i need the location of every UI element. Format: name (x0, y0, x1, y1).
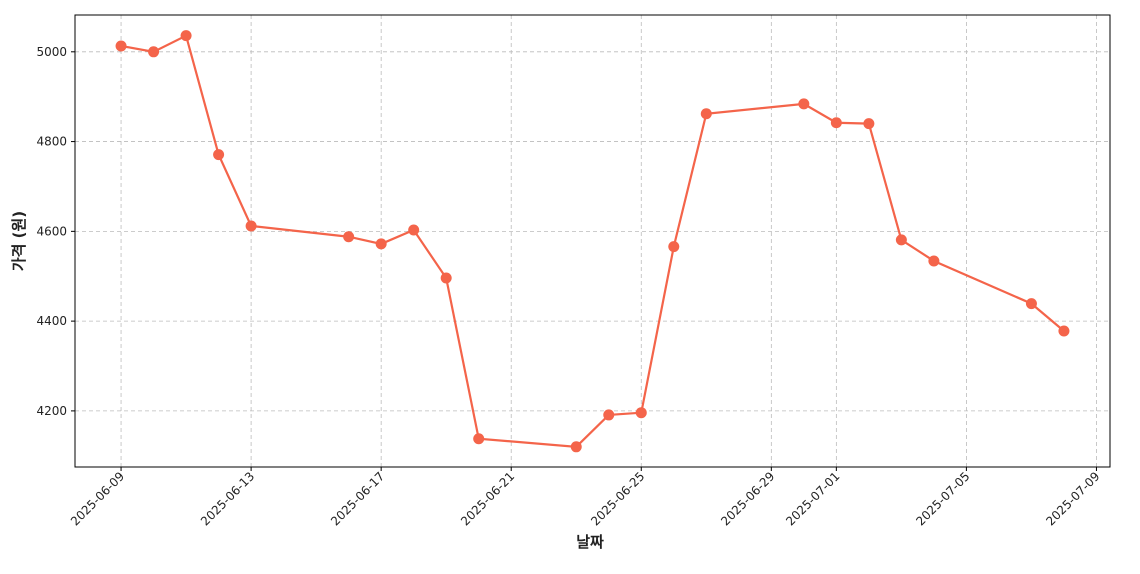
point (343, 231, 355, 243)
point (1058, 325, 1070, 337)
x-tick-label: 2025-07-01 (783, 469, 842, 528)
x-tick-label: 2025-06-21 (458, 469, 517, 528)
x-tick-label: 2025-06-25 (588, 469, 647, 528)
line (120, 34, 1065, 448)
y-tick-label: 4200 (36, 404, 67, 418)
point (830, 117, 842, 129)
x-axis-label: 날짜 (576, 533, 604, 551)
x-tick-label: 2025-06-17 (328, 469, 387, 528)
point (213, 149, 225, 161)
point (1025, 298, 1037, 310)
point (668, 241, 680, 253)
x-tick-label: 2025-07-05 (913, 469, 972, 528)
plot-frame (74, 14, 1111, 468)
point (895, 234, 907, 246)
point (863, 118, 875, 130)
y-tick-label: 4800 (36, 135, 67, 149)
point (148, 46, 160, 58)
point (408, 224, 420, 236)
point (928, 255, 940, 267)
point (603, 409, 615, 421)
x-tick-label: 2025-06-13 (198, 469, 257, 528)
point (700, 108, 712, 120)
y-tick-label: 4400 (36, 314, 67, 328)
point (473, 433, 485, 445)
point (570, 441, 582, 453)
point (635, 407, 647, 419)
x-tick-label: 2025-07-09 (1043, 469, 1102, 528)
point (245, 220, 257, 232)
point (375, 238, 387, 250)
y-axis-label: 가격 (원) (10, 211, 28, 271)
y-tick-label: 5000 (36, 45, 67, 59)
x-tick-label: 2025-06-09 (68, 469, 127, 528)
point (115, 40, 127, 52)
y-tick-label: 4600 (36, 224, 67, 238)
point (180, 30, 192, 42)
point (440, 272, 452, 284)
x-tick-label: 2025-06-29 (718, 469, 777, 528)
point (798, 98, 810, 110)
